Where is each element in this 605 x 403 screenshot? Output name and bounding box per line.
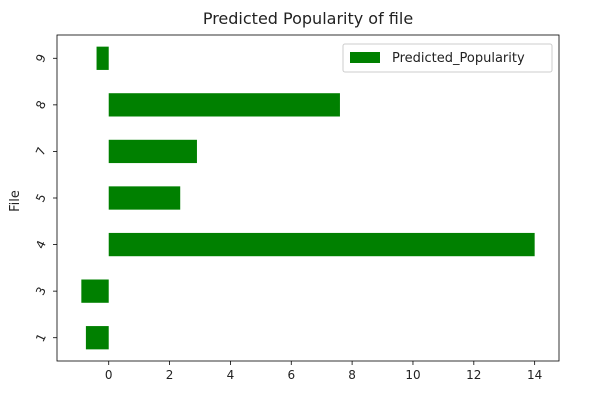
legend-label: Predicted_Popularity [392,51,525,66]
x-tick-label: 6 [287,368,295,382]
y-tick-label: 9 [33,52,49,65]
x-tick-label: 14 [527,368,542,382]
chart-title: Predicted Popularity of file [203,9,413,28]
y-tick-label: 4 [33,238,49,251]
x-tick-label: 12 [466,368,481,382]
x-tick-label: 8 [348,368,356,382]
bar-file-3 [81,279,109,303]
y-tick-label: 7 [33,145,49,158]
y-axis-label: File [8,190,23,212]
bar-file-9 [96,46,109,70]
legend-swatch [350,52,380,63]
bar-file-4 [108,232,535,257]
y-tick-label: 5 [33,192,49,205]
x-tick-label: 2 [166,368,174,382]
legend-box [342,43,553,73]
bar-file-8 [108,93,340,117]
bar-file-1 [85,326,109,350]
y-axis-ticks: 1 3 4 5 7 8 9 [33,52,57,344]
x-tick-label: 0 [105,368,113,382]
x-tick-label: 10 [405,368,420,382]
x-tick-label: 4 [227,368,235,382]
bar-file-7 [108,139,197,164]
bars-group [81,46,535,350]
y-tick-label: 1 [33,331,49,344]
x-axis-ticks: 0 2 4 6 8 10 12 14 [105,361,542,382]
y-tick-label: 8 [33,98,49,111]
legend: Predicted_Popularity [342,43,553,73]
y-tick-label: 3 [33,285,49,298]
bar-file-5 [108,186,181,210]
